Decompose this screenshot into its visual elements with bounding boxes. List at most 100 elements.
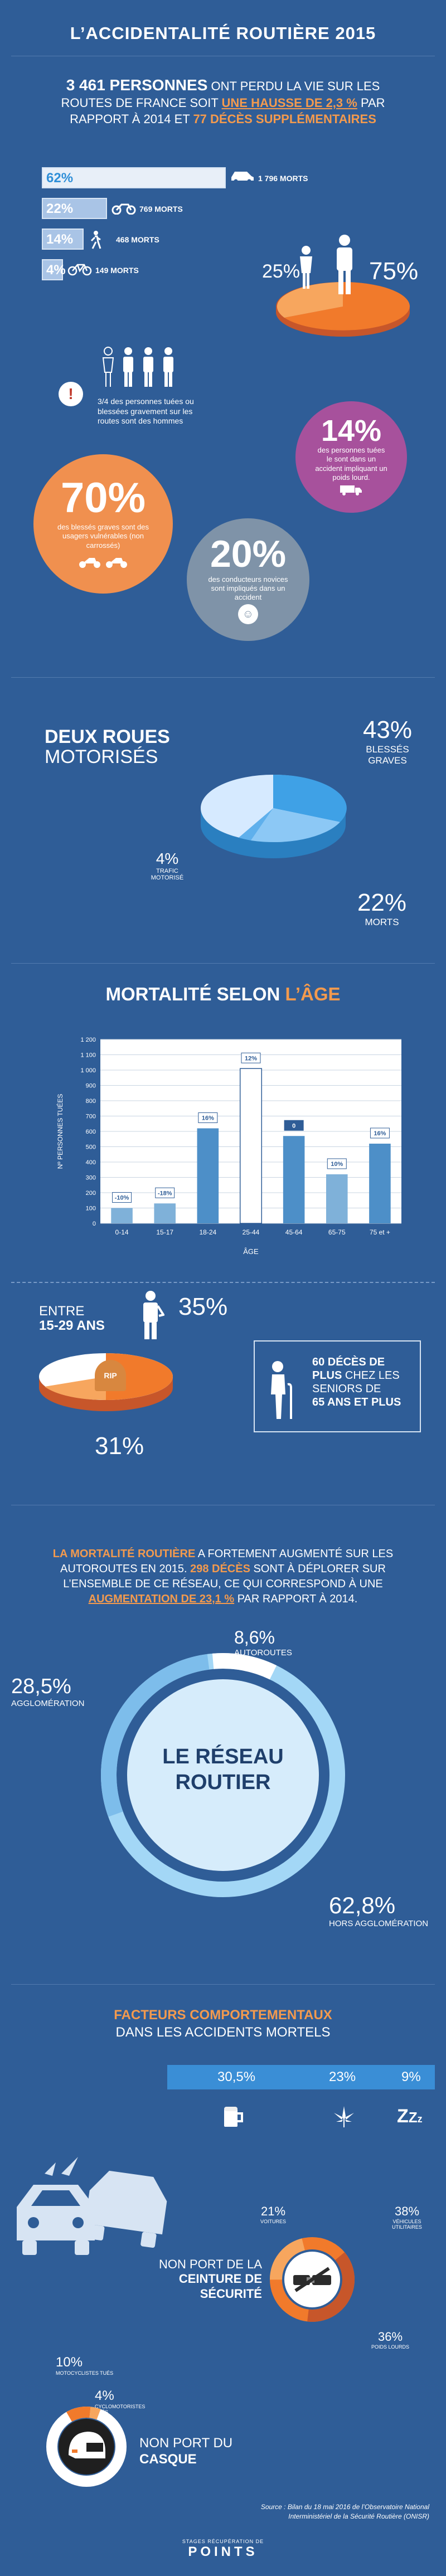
young-bottom-pct: 31%: [95, 1432, 144, 1460]
y-tick-label: 1 200: [80, 1037, 96, 1043]
chart-bar: [239, 1068, 263, 1224]
young-top-pct: 35%: [178, 1293, 228, 1320]
women-pct: 25%: [262, 261, 300, 282]
divider: [11, 1984, 435, 1985]
men-icon: [333, 234, 356, 295]
vehicle-bar: 4%: [42, 259, 66, 280]
x-tick-label: 15-17: [156, 1228, 173, 1236]
vehicle-bar-fill: [43, 230, 83, 249]
divider: [11, 963, 435, 964]
age-chart: 0 100 200 300 400 500 600 700 800 900 1 000 1 100 1 …: [56, 1037, 401, 1256]
data-label-box: [327, 1158, 347, 1169]
facteur-drogue-pct: 23%: [329, 2069, 356, 2084]
people-icons: [100, 346, 178, 390]
y-tick-label: 600: [86, 1129, 96, 1135]
car-crash-icon: [11, 2151, 178, 2263]
vehicle-bar-fill: [43, 168, 225, 187]
y-axis-label: Nº PERSONNES TUÉES: [56, 1094, 64, 1169]
y-tick-label: 700: [86, 1114, 96, 1120]
utilitaires-stat: 38% VÉHICULES UTILITAIRES: [392, 2204, 422, 2230]
rip-tombstone: RIP: [95, 1360, 126, 1391]
gender-note: 3/4 des personnes tuées ou blessées grav…: [98, 397, 194, 425]
y-tick-label: 900: [86, 1083, 96, 1090]
helmet-icon: [64, 2427, 109, 2466]
vehicle-pct: 14%: [46, 232, 74, 247]
vehicle-pct: 22%: [46, 201, 74, 216]
facteur-fatigue-pct: 9%: [401, 2069, 421, 2084]
y-tick-label: 500: [86, 1144, 96, 1151]
data-label: 0: [292, 1122, 295, 1129]
autoroutes-pct: 8,6% AUTOROUTES: [234, 1627, 292, 1658]
intro-hausse: UNE HAUSSE DE 2,3 %: [221, 96, 357, 110]
data-label-box: [112, 1192, 132, 1203]
data-label-box: [370, 1127, 390, 1139]
autoroutes-text: LA MORTALITÉ ROUTIÈRE A FORTEMENT AUGMEN…: [52, 1548, 394, 1605]
chart-bar: [111, 1208, 133, 1223]
vulnerables-bubble: 70% des blessés graves sont des usagers …: [33, 454, 173, 594]
reseau-donut: [101, 1653, 345, 1897]
chart-bar: [326, 1174, 348, 1223]
morts-label: 22% MORTS: [357, 889, 407, 927]
sleep-icon: ZZz: [397, 2106, 423, 2127]
data-label-box: [284, 1120, 304, 1131]
facteurs-title: FACTEURS COMPORTEMENTAUX DANS LES ACCIDE…: [114, 2008, 332, 2040]
intro-text: 3 461 PERSONNES ONT PERDU LA VIE SUR LES…: [61, 76, 385, 126]
chart-bar: [369, 1144, 391, 1223]
baby-icon: ☺: [238, 604, 258, 625]
x-tick-label: 65-75: [328, 1228, 346, 1236]
x-tick-label: 0-14: [115, 1228, 129, 1236]
vehicle-deaths-label: 149 MORTS: [95, 266, 139, 275]
bicycle-icon: [67, 261, 92, 279]
truck-icon: [340, 484, 362, 498]
poids-lourd-bubble: 14% des personnes tuées le sont dans un …: [295, 401, 407, 513]
men-pct: 75%: [369, 257, 419, 285]
gender-pie: [276, 282, 410, 337]
vehicle-bar: 14%: [42, 229, 84, 250]
page-title: L’ACCIDENTALITÉ ROUTIÈRE 2015: [70, 23, 376, 43]
vehicle-pct: 62%: [46, 171, 74, 186]
vehicle-bar-fill: [43, 199, 106, 218]
vehicle-pct: 4%: [46, 263, 66, 278]
dashed-divider: [11, 1282, 435, 1283]
y-tick-label: 1 100: [80, 1052, 96, 1059]
casque-donut: [46, 2407, 127, 2487]
data-label-box: [198, 1112, 218, 1123]
chart-bar: [283, 1136, 305, 1223]
y-tick-label: 1 000: [80, 1067, 96, 1074]
warning-icon: !: [59, 382, 83, 406]
brand-logo: STAGES RÉCUPÉRATION DE POINTS: [182, 2539, 264, 2559]
data-label: 10%: [331, 1161, 343, 1168]
data-label: -10%: [115, 1195, 129, 1202]
x-tick-label: 18-24: [200, 1228, 217, 1236]
facteurs-bar: [167, 2065, 435, 2089]
x-tick-label: 75 et +: [370, 1228, 390, 1236]
seniors-box: [254, 1340, 421, 1432]
data-label: 12%: [245, 1055, 257, 1062]
y-tick-label: 800: [86, 1098, 96, 1105]
poids-lourds-stat: 36% POIDS LOURDS: [371, 2330, 409, 2350]
y-tick-label: 200: [86, 1190, 96, 1197]
pedestrian-icon: [88, 231, 103, 252]
agglo-pct: 28,5% AGGLOMÉRATION: [11, 1675, 85, 1708]
moto-stat: 10% MOTOCYCLISTES TUÉS: [56, 2355, 114, 2376]
senior-icon: [262, 1360, 301, 1421]
facteur-alcool-pct: 30,5%: [217, 2069, 256, 2084]
chart-bar: [197, 1128, 219, 1223]
blesses-label: 43% BLESSÉS GRAVES: [362, 716, 413, 766]
y-tick-label: 400: [86, 1159, 96, 1166]
intro-deces: 77 DÉCÈS SUPPLÉMENTAIRES: [193, 111, 376, 126]
trafic-label: 4% TRAFIC MOTORISÉ: [151, 850, 184, 881]
young-range: ENTRE 15-29 ANS: [39, 1304, 105, 1334]
x-tick-label: 45-64: [285, 1228, 303, 1236]
x-tick-label: 25-44: [243, 1228, 260, 1236]
voitures-stat: 21% VOITURES: [260, 2204, 286, 2224]
car-icon: [230, 169, 255, 186]
y-tick-label: 0: [93, 1221, 96, 1227]
cannabis-icon: [332, 2104, 356, 2128]
reseau-center: LE RÉSEAU ROUTIER: [162, 1745, 284, 1794]
x-axis-label: ÂGE: [243, 1247, 259, 1256]
deux-roues-title: DEUX ROUES MOTORISÉS: [45, 726, 170, 767]
data-label-box: [155, 1187, 175, 1198]
seniors-text: 60 DÉCÈS DE PLUS CHEZ LES SENIORS DE 65 …: [312, 1356, 401, 1408]
